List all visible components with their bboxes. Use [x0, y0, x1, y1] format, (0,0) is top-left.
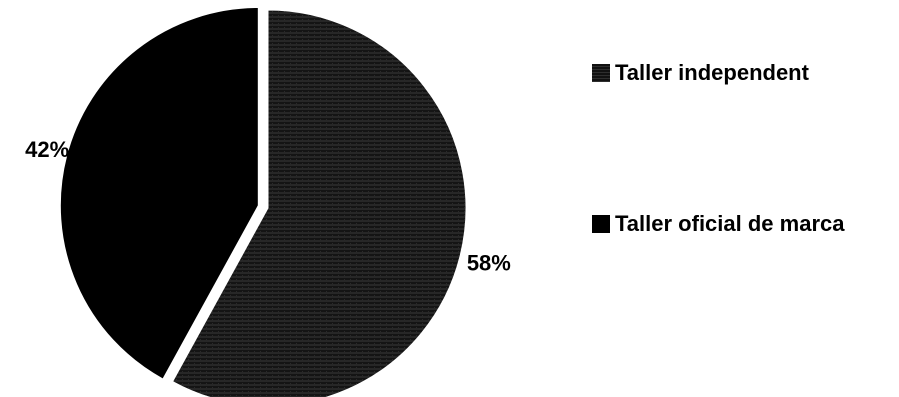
legend-item-taller-oficial-de-marca: Taller oficial de marca — [592, 211, 892, 237]
legend-item-taller-independent: Taller independent — [592, 60, 892, 86]
pie-slice-taller-independent — [171, 9, 467, 397]
legend-label-taller-independent: Taller independent — [615, 60, 809, 85]
pie-slice-taller-oficial-de-marca — [59, 7, 259, 380]
legend-label-taller-oficial-de-marca: Taller oficial de marca — [615, 211, 845, 236]
data-label-taller-oficial-de-marca: 42% — [25, 137, 69, 162]
legend-swatch-taller-independent — [592, 64, 610, 82]
data-label-taller-independent: 58% — [467, 251, 511, 276]
legend-swatch-taller-oficial-de-marca — [592, 215, 610, 233]
legend: Taller independent Taller oficial de mar… — [592, 60, 892, 237]
pie-slices — [59, 7, 467, 397]
pie-data-labels: 58% 42% — [25, 137, 511, 275]
